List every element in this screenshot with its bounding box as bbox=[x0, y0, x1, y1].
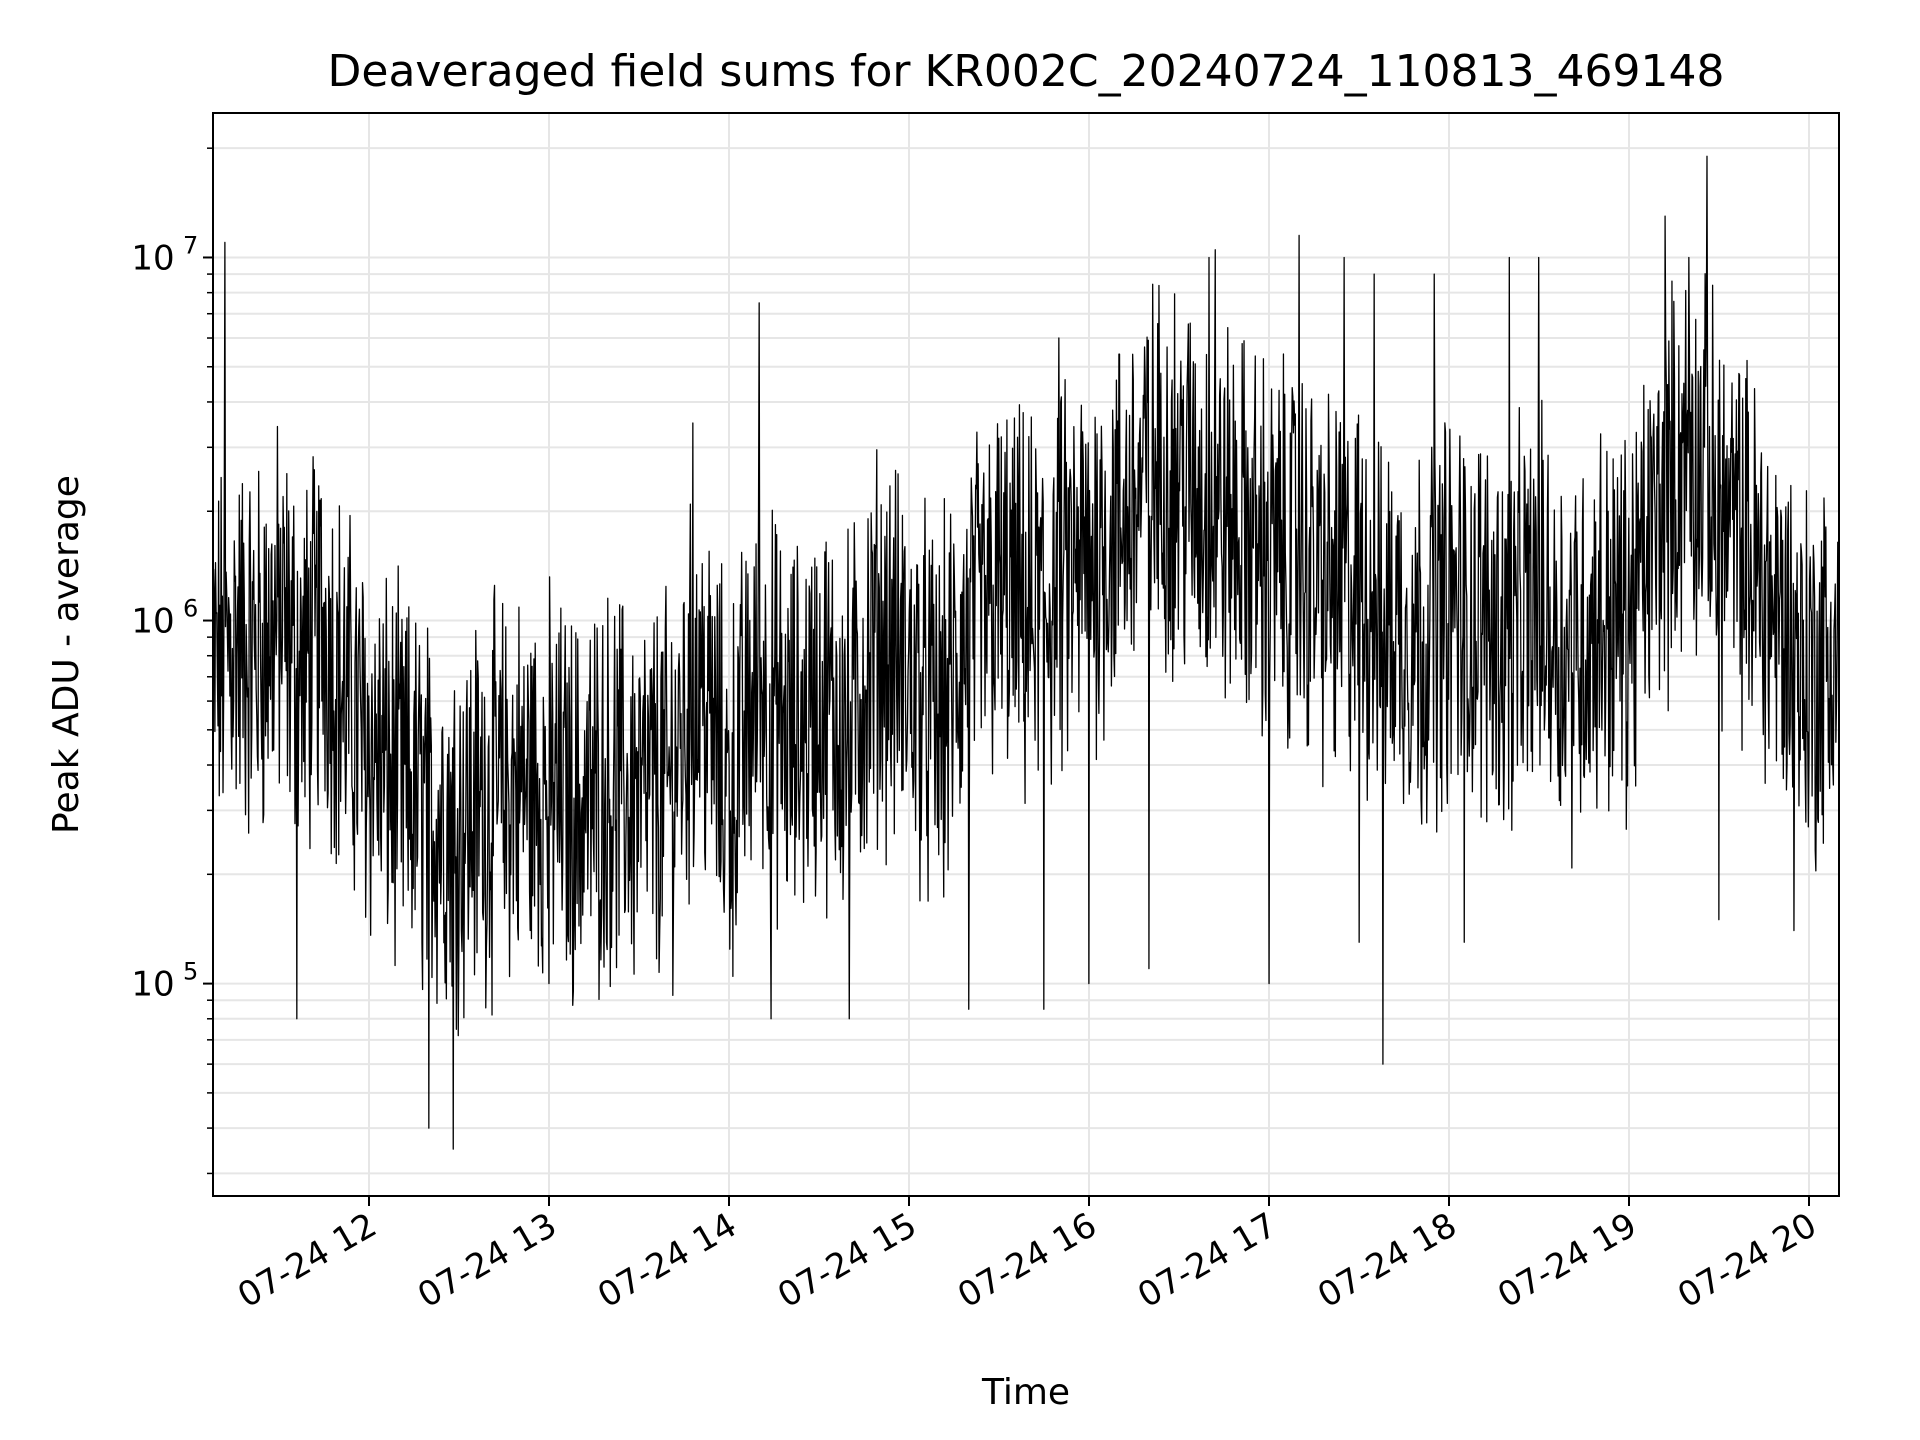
y-tick-exponent: 5 bbox=[183, 958, 198, 986]
y-tick-exponent: 7 bbox=[183, 231, 198, 259]
x-axis-label: Time bbox=[981, 1372, 1070, 1413]
series-layer bbox=[212, 155, 1840, 1150]
chart-title: Deaveraged field sums for KR002C_2024072… bbox=[328, 46, 1725, 97]
series-line bbox=[212, 155, 1840, 1150]
plot-frame bbox=[212, 112, 1840, 1197]
y-tick-exponent: 6 bbox=[183, 595, 198, 623]
y-tick-label: 10 bbox=[131, 238, 174, 278]
y-tick-label: 10 bbox=[131, 602, 174, 642]
y-axis-label: Peak ADU - average bbox=[46, 475, 87, 834]
y-tick-label: 10 bbox=[131, 965, 174, 1005]
